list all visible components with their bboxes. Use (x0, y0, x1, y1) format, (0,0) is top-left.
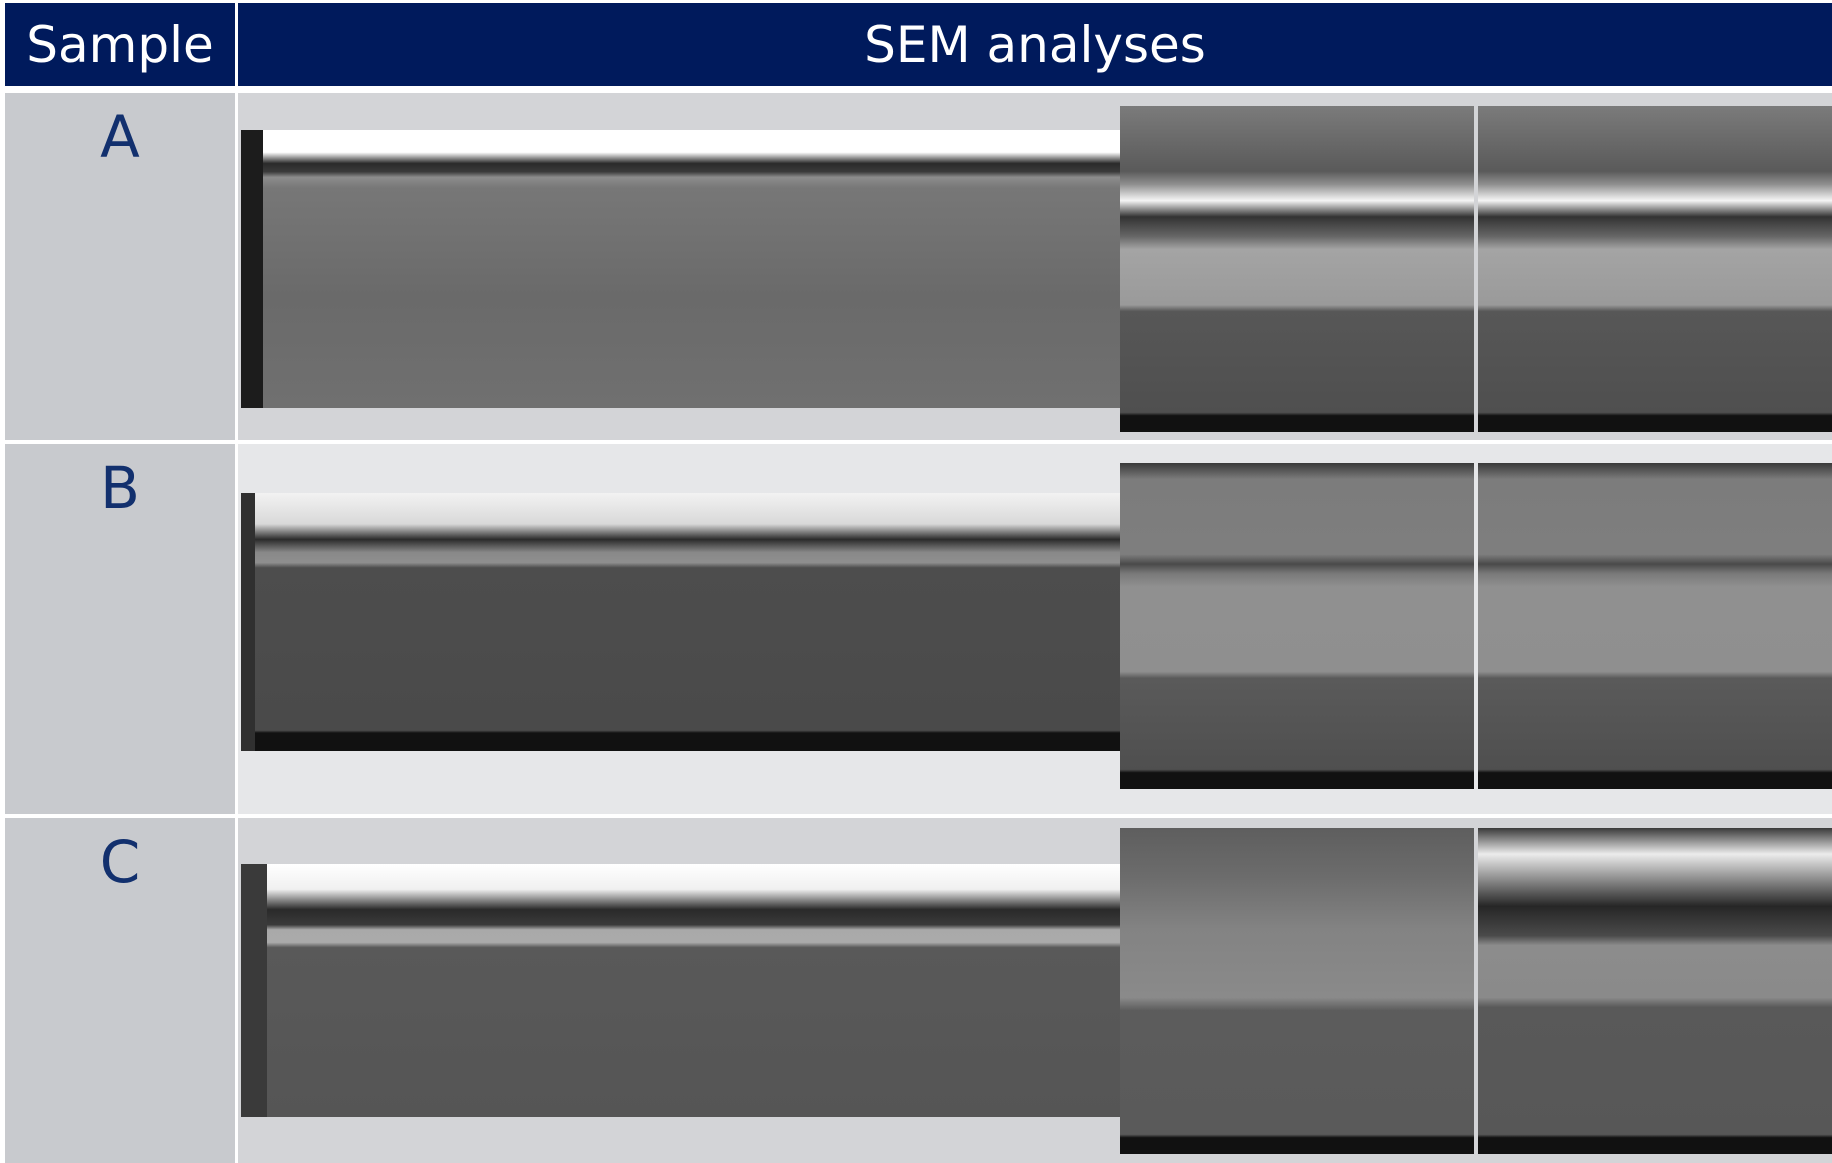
sample-label: B (5, 444, 235, 814)
sem-image (1120, 106, 1474, 432)
sem-image (1478, 828, 1832, 1154)
sem-image (241, 864, 1166, 1117)
row-cell (238, 444, 1832, 814)
sem-image (241, 493, 1142, 751)
sem-image (1120, 463, 1474, 789)
page: {"header": {"sample": "Sample", "analyse… (0, 0, 1832, 1163)
row-cell (238, 93, 1832, 440)
sem-image (1478, 106, 1832, 432)
sample-label: C (5, 818, 235, 1163)
row-cell (238, 818, 1832, 1163)
sample-label: A (5, 93, 235, 440)
header-sample: Sample (5, 3, 235, 86)
sem-image (1478, 463, 1832, 789)
sem-image (241, 130, 1154, 408)
header-analyses: SEM analyses (238, 3, 1832, 86)
sem-image (1120, 828, 1474, 1154)
